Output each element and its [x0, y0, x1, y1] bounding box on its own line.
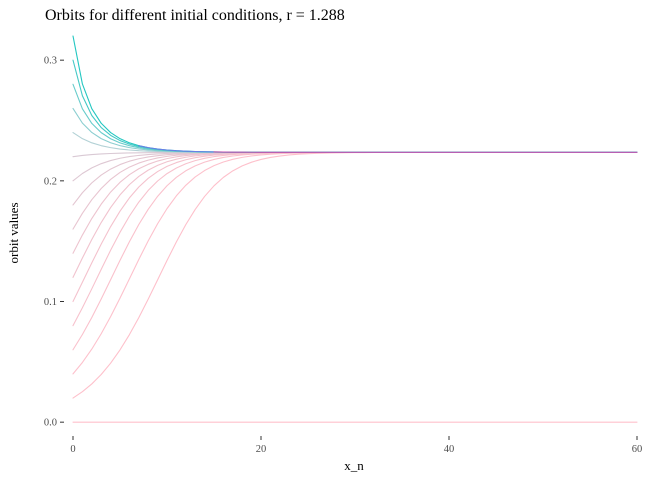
orbit-line-8 — [72, 151, 638, 230]
orbit-line-4 — [72, 151, 638, 327]
y-tick-label: 0.0 — [44, 418, 57, 429]
orbit-line-2 — [72, 151, 638, 375]
orbit-line-14 — [72, 83, 638, 153]
y-tick-label: 0.3 — [44, 56, 57, 67]
orbit-line-15 — [72, 59, 638, 153]
axis-ticks: 0 20 40 60 0.0 0.1 0.2 0.3 — [44, 56, 642, 455]
orbit-line-1 — [72, 151, 638, 399]
orbit-line-13 — [72, 107, 638, 153]
orbit-line-7 — [72, 151, 638, 254]
chart-title: Orbits for different initial conditions,… — [45, 7, 345, 24]
x-tick-label: 0 — [70, 444, 75, 455]
orbit-series-group — [72, 35, 638, 423]
x-tick-label: 60 — [632, 444, 643, 455]
x-tick-label: 40 — [444, 444, 455, 455]
orbit-line-3 — [72, 151, 638, 351]
y-tick-label: 0.1 — [44, 297, 57, 308]
orbit-line-10 — [72, 151, 638, 182]
orbit-converged-overlay-0 — [138, 145, 215, 153]
orbit-line-16 — [72, 35, 638, 153]
x-axis-label: x_n — [344, 458, 364, 473]
y-axis-label: orbit values — [6, 202, 21, 263]
x-tick-label: 20 — [256, 444, 267, 455]
y-tick-label: 0.2 — [44, 176, 57, 187]
